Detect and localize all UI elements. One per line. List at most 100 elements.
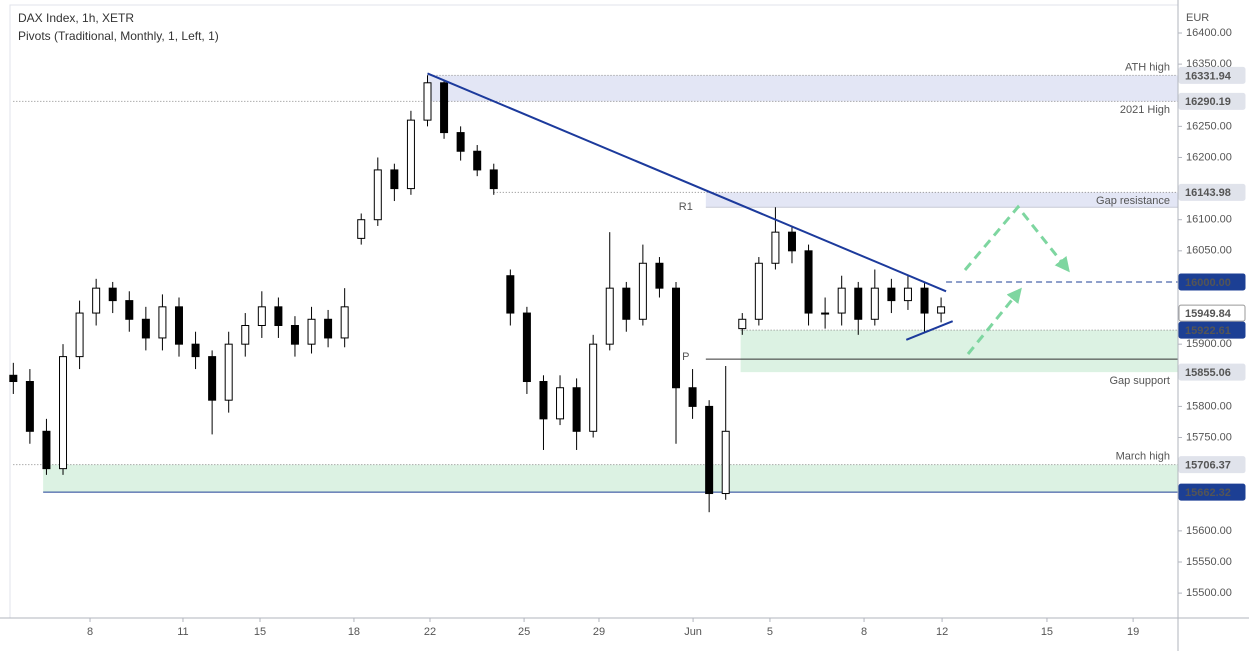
- candle-body: [406, 119, 415, 190]
- trendline: [905, 320, 954, 341]
- candle-body: [655, 262, 664, 289]
- candle-body: [473, 150, 482, 171]
- projection-arrow: [963, 204, 1070, 273]
- x-tick-label: 18: [348, 626, 360, 638]
- zone: [705, 192, 1178, 208]
- candle-body: [804, 250, 813, 314]
- candle-body: [158, 306, 167, 339]
- candle-body: [108, 287, 117, 302]
- y-tick-label: 15900.00: [1186, 338, 1232, 350]
- pivot-label: R1: [679, 201, 693, 213]
- plot-layer: R1 P ATH high 2021 High Gap resistance Gap su…: [9, 27, 1232, 638]
- trendline: [427, 72, 947, 293]
- level-name: 2021 High: [1120, 104, 1170, 116]
- level-name: Gap support: [1109, 375, 1170, 387]
- candle-body: [937, 306, 946, 314]
- candle-body: [771, 231, 780, 264]
- zone: [740, 330, 1178, 373]
- candle-body: [423, 82, 432, 121]
- price-tag-label: 15855.06: [1185, 367, 1231, 379]
- zone: [427, 75, 1178, 102]
- candle-body: [9, 374, 18, 383]
- candle-body: [307, 318, 316, 345]
- x-tick-label: Jun: [684, 626, 702, 638]
- y-tick-label: 16200.00: [1186, 151, 1232, 163]
- candle-body: [92, 287, 101, 314]
- candle-body: [854, 287, 863, 320]
- price-tag: [1178, 92, 1246, 110]
- candle-body: [357, 219, 366, 239]
- candle-body: [556, 387, 565, 420]
- y-tick-label: 16050.00: [1186, 245, 1232, 257]
- projection-arrow: [966, 287, 1022, 355]
- price-tag-label: 16290.19: [1185, 96, 1231, 108]
- candle-body: [821, 312, 830, 315]
- candle-body: [208, 356, 217, 401]
- x-tick-label: 11: [177, 626, 188, 638]
- candle-body: [290, 325, 299, 345]
- candle-body: [340, 306, 349, 339]
- candle-body: [837, 287, 846, 314]
- candle-body: [324, 318, 333, 339]
- y-tick-label: 16400.00: [1186, 27, 1232, 39]
- x-tick-label: 12: [936, 626, 948, 638]
- candle-body: [191, 343, 200, 358]
- candle-body: [440, 82, 449, 134]
- candle-body: [539, 381, 548, 420]
- candle-body: [721, 430, 730, 495]
- y-tick-label: 16100.00: [1186, 214, 1232, 226]
- candle-body: [25, 381, 34, 432]
- candle-body: [605, 287, 614, 345]
- candle-body: [903, 287, 912, 302]
- y-tick-label: 15800.00: [1186, 400, 1232, 412]
- x-tick-label: 19: [1127, 626, 1139, 638]
- chart-title: DAX Index, 1h, XETR: [18, 11, 134, 25]
- x-tick-label: 8: [861, 626, 867, 638]
- candle-body: [920, 287, 929, 314]
- candle-body: [42, 430, 51, 470]
- price-tag-label: 16331.94: [1185, 70, 1232, 82]
- candle-body: [589, 343, 598, 432]
- price-tag-label: 16000.00: [1185, 277, 1231, 289]
- candle-body: [59, 356, 68, 470]
- x-tick-label: 25: [518, 626, 530, 638]
- y-tick-label: 15600.00: [1186, 525, 1232, 537]
- candle-body: [506, 275, 515, 314]
- candle-body: [373, 169, 382, 221]
- candle-body: [688, 387, 697, 407]
- y-tick-label: 16250.00: [1186, 120, 1232, 132]
- candle-body: [870, 287, 879, 320]
- level-name: March high: [1116, 451, 1170, 463]
- chart-subtitle: Pivots (Traditional, Monthly, 1, Left, 1…: [18, 29, 219, 43]
- price-tag: [1178, 363, 1246, 381]
- candle-body: [224, 343, 233, 401]
- price-tag: [1178, 321, 1246, 339]
- price-tag: [1178, 183, 1246, 201]
- currency-label: EUR: [1186, 12, 1209, 24]
- candle-body: [622, 287, 631, 320]
- price-tag-label: 16143.98: [1185, 187, 1231, 199]
- candle-body: [125, 300, 134, 320]
- candle-body: [572, 387, 581, 432]
- candle-body: [489, 169, 498, 190]
- price-tag: [1178, 483, 1246, 501]
- y-tick-label: 15550.00: [1186, 556, 1232, 568]
- level-name: Gap resistance: [1096, 195, 1170, 207]
- candle-body: [638, 262, 647, 320]
- price-tag: [1178, 66, 1246, 84]
- zone: [43, 464, 1178, 493]
- candle-body: [887, 287, 896, 302]
- price-tag-label: 15922.61: [1185, 325, 1231, 337]
- candle-body: [141, 318, 150, 339]
- x-tick-label: 5: [767, 626, 773, 638]
- candle-body: [705, 405, 714, 495]
- candle-body: [456, 132, 465, 152]
- candle-body: [75, 312, 84, 358]
- candle-body: [672, 287, 681, 389]
- y-tick-label: 15500.00: [1186, 587, 1232, 599]
- x-tick-label: 15: [1041, 626, 1053, 638]
- x-tick-label: 8: [87, 626, 93, 638]
- x-tick-label: 15: [254, 626, 266, 638]
